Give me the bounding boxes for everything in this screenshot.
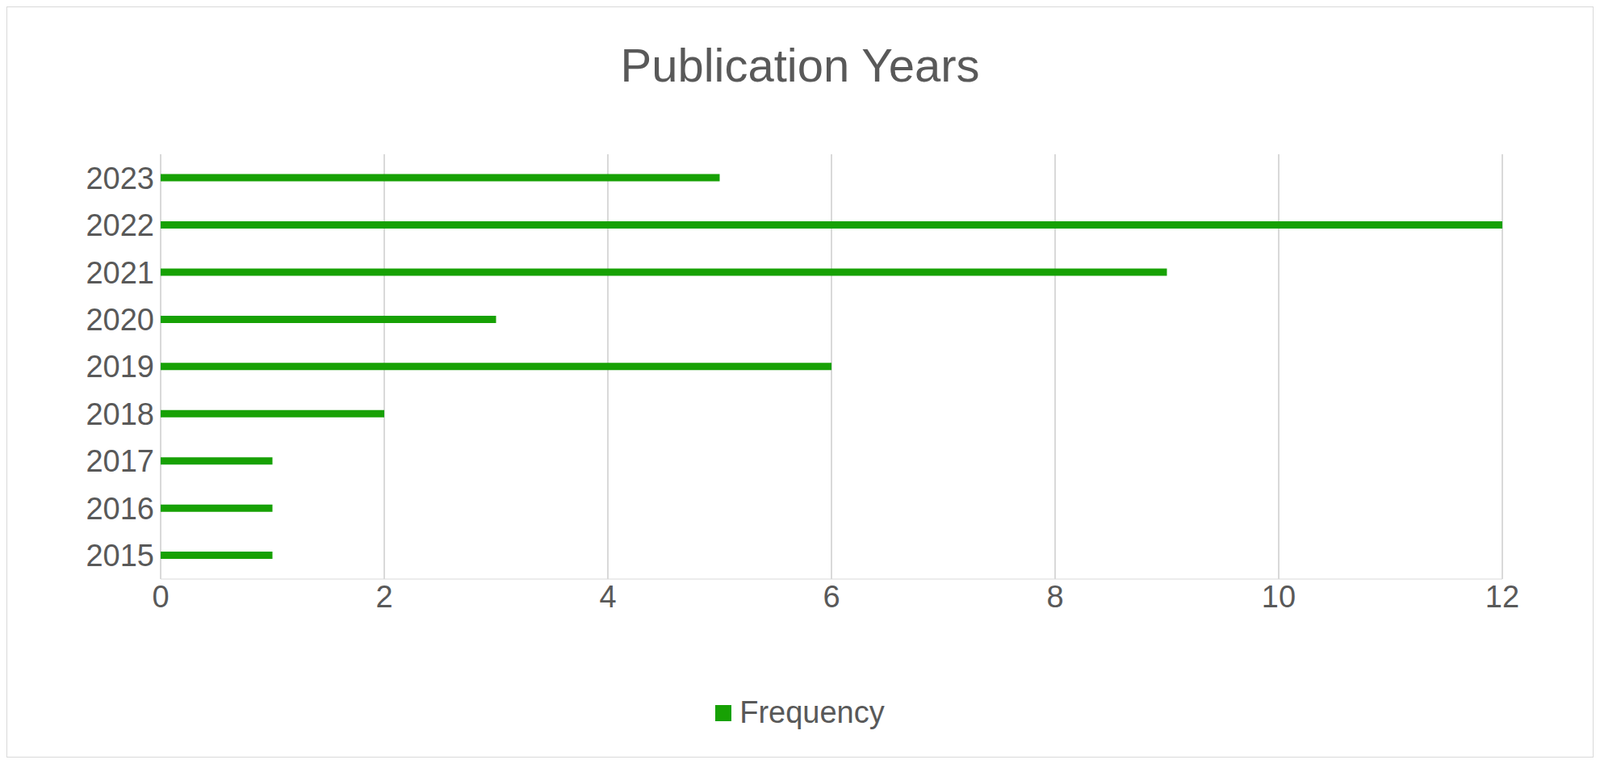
svg-text:2: 2 [375, 579, 393, 614]
svg-text:8: 8 [1046, 579, 1064, 614]
svg-text:12: 12 [1485, 579, 1520, 614]
svg-text:2017: 2017 [85, 443, 155, 478]
svg-text:2016: 2016 [85, 491, 155, 526]
svg-text:10: 10 [1261, 579, 1296, 614]
svg-text:4: 4 [598, 579, 616, 614]
svg-text:2021: 2021 [85, 255, 155, 290]
svg-text:2015: 2015 [85, 538, 155, 573]
svg-text:2019: 2019 [85, 349, 155, 384]
html-text:Frequency: Frequency [739, 695, 885, 729]
svg-text:6: 6 [822, 579, 840, 614]
svg-text:2018: 2018 [85, 397, 155, 432]
svg-text:0: 0 [151, 579, 169, 614]
svg-text:2023: 2023 [85, 161, 155, 196]
html-text:Publication Years: Publication Years [620, 38, 980, 92]
svg-text:2020: 2020 [85, 302, 155, 337]
svg-text:2022: 2022 [85, 208, 155, 243]
